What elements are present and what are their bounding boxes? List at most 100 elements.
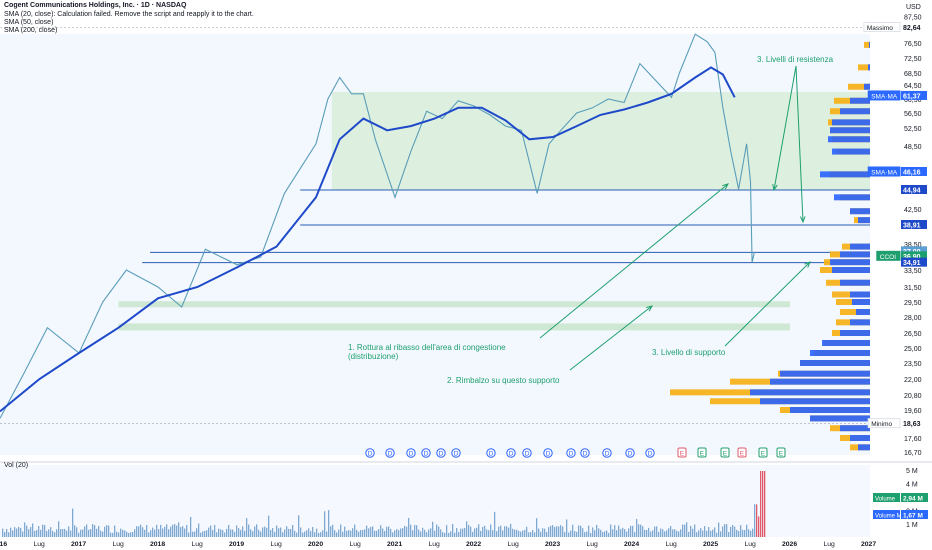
volume-bar bbox=[116, 531, 118, 537]
volume-bar bbox=[352, 528, 354, 537]
volume-bar bbox=[270, 529, 272, 537]
volume-bar bbox=[274, 531, 276, 537]
volume-bar bbox=[46, 530, 48, 537]
volume-bar bbox=[208, 527, 210, 537]
volume-bar bbox=[44, 525, 46, 537]
profile-sell-bar bbox=[840, 108, 870, 115]
volume-bar bbox=[444, 532, 446, 537]
volume-bar bbox=[220, 529, 222, 537]
volume-bar bbox=[620, 529, 622, 537]
volume-bar bbox=[462, 528, 464, 537]
event-marker-label: D bbox=[454, 451, 459, 458]
event-marker-label: D bbox=[424, 451, 429, 458]
price-tag-value: 46,16 bbox=[903, 170, 921, 177]
indicator-sma200[interactable]: SMA (200, close) bbox=[4, 27, 58, 34]
profile-sell-bar bbox=[800, 360, 870, 366]
volume-bar bbox=[356, 529, 358, 537]
volume-bar bbox=[294, 530, 296, 537]
volume-bar bbox=[210, 525, 212, 537]
price-tag-value: 61,37 bbox=[903, 93, 921, 100]
volume-bar bbox=[288, 528, 290, 537]
volume-bar bbox=[186, 525, 188, 537]
volume-bar bbox=[228, 524, 230, 537]
volume-bar bbox=[740, 525, 742, 537]
price-tag-name-bg bbox=[867, 166, 901, 177]
profile-buy-bar bbox=[858, 64, 870, 71]
volume-bar bbox=[744, 530, 746, 537]
volume-bar bbox=[312, 527, 314, 537]
volume-tag-name: Volume MA bbox=[875, 514, 906, 520]
volume-bar bbox=[468, 525, 470, 537]
volume-bar bbox=[732, 525, 734, 537]
annotation-arrow-1 bbox=[569, 305, 653, 371]
volume-bar bbox=[114, 525, 116, 537]
volume-bar bbox=[546, 531, 548, 537]
indicator-sma20[interactable]: SMA (20, close): Calculation failed. Rem… bbox=[4, 11, 254, 18]
volume-bar bbox=[650, 531, 652, 537]
price-tag-bg bbox=[901, 22, 927, 32]
volume-bar bbox=[86, 524, 88, 537]
volume-bar bbox=[458, 531, 460, 537]
volume-bar bbox=[130, 532, 132, 537]
profile-sell-bar bbox=[810, 350, 870, 356]
profile-sell-bar bbox=[840, 279, 870, 286]
volume-tag-name-bg bbox=[873, 510, 900, 519]
volume-bar bbox=[564, 532, 566, 537]
volume-bar bbox=[94, 525, 96, 537]
volume-bar bbox=[600, 529, 602, 537]
volume-bar bbox=[398, 530, 400, 537]
volume-bar bbox=[56, 529, 58, 537]
volume-bar bbox=[528, 532, 530, 537]
annotation-text-0: 1. Rottura al ribasso dell'area di conge… bbox=[348, 343, 506, 352]
volume-bar bbox=[164, 526, 166, 537]
x-tick-label: Lug bbox=[113, 541, 125, 548]
volume-bar bbox=[58, 521, 60, 537]
volume-bar bbox=[36, 530, 38, 537]
y-tick-label: 22,00 bbox=[904, 377, 922, 384]
volume-bar bbox=[624, 529, 626, 537]
y-tick-label: 72,50 bbox=[904, 56, 922, 63]
volume-bar bbox=[68, 526, 70, 537]
volume-bar bbox=[492, 530, 494, 537]
indicator-sma50[interactable]: SMA (50, close) bbox=[4, 19, 54, 26]
volume-bar bbox=[548, 527, 550, 537]
event-marker-label: D bbox=[648, 451, 653, 458]
volume-bar bbox=[22, 531, 24, 537]
volume-bar bbox=[32, 523, 34, 537]
y-tick-label: 64,50 bbox=[904, 83, 922, 90]
event-marker bbox=[486, 448, 496, 458]
y-tick-label: 28,00 bbox=[904, 315, 922, 322]
event-marker bbox=[365, 448, 375, 458]
volume-bar bbox=[188, 532, 190, 537]
event-marker bbox=[566, 448, 576, 458]
volume-bar bbox=[496, 531, 498, 537]
price-tag-name: Minimo bbox=[871, 421, 892, 428]
volume-bar bbox=[424, 529, 426, 537]
volume-bar bbox=[372, 526, 374, 537]
volume-bar bbox=[330, 526, 332, 537]
volume-bar bbox=[670, 525, 672, 537]
volume-bar bbox=[392, 532, 394, 537]
y-tick-label: 20,80 bbox=[904, 393, 922, 400]
volume-bar bbox=[194, 531, 196, 537]
volume-bar bbox=[440, 529, 442, 537]
volume-bar bbox=[514, 529, 516, 537]
volume-bar bbox=[690, 525, 692, 537]
volume-bar bbox=[696, 532, 698, 537]
volume-bar bbox=[362, 530, 364, 537]
volume-bar bbox=[232, 529, 234, 537]
volume-bar bbox=[588, 525, 590, 537]
volume-bar bbox=[736, 529, 738, 537]
volume-pane-label[interactable]: Vol (20) bbox=[4, 462, 29, 469]
volume-bar bbox=[52, 530, 54, 537]
volume-bar bbox=[242, 526, 244, 537]
event-marker-label: D bbox=[569, 451, 574, 458]
x-tick-label: Lug bbox=[271, 541, 283, 548]
volume-pane-bg bbox=[0, 465, 870, 537]
volume-bar bbox=[284, 529, 286, 537]
congestion-zone bbox=[331, 92, 870, 190]
volume-bar bbox=[2, 528, 4, 537]
volume-bar bbox=[544, 528, 546, 537]
